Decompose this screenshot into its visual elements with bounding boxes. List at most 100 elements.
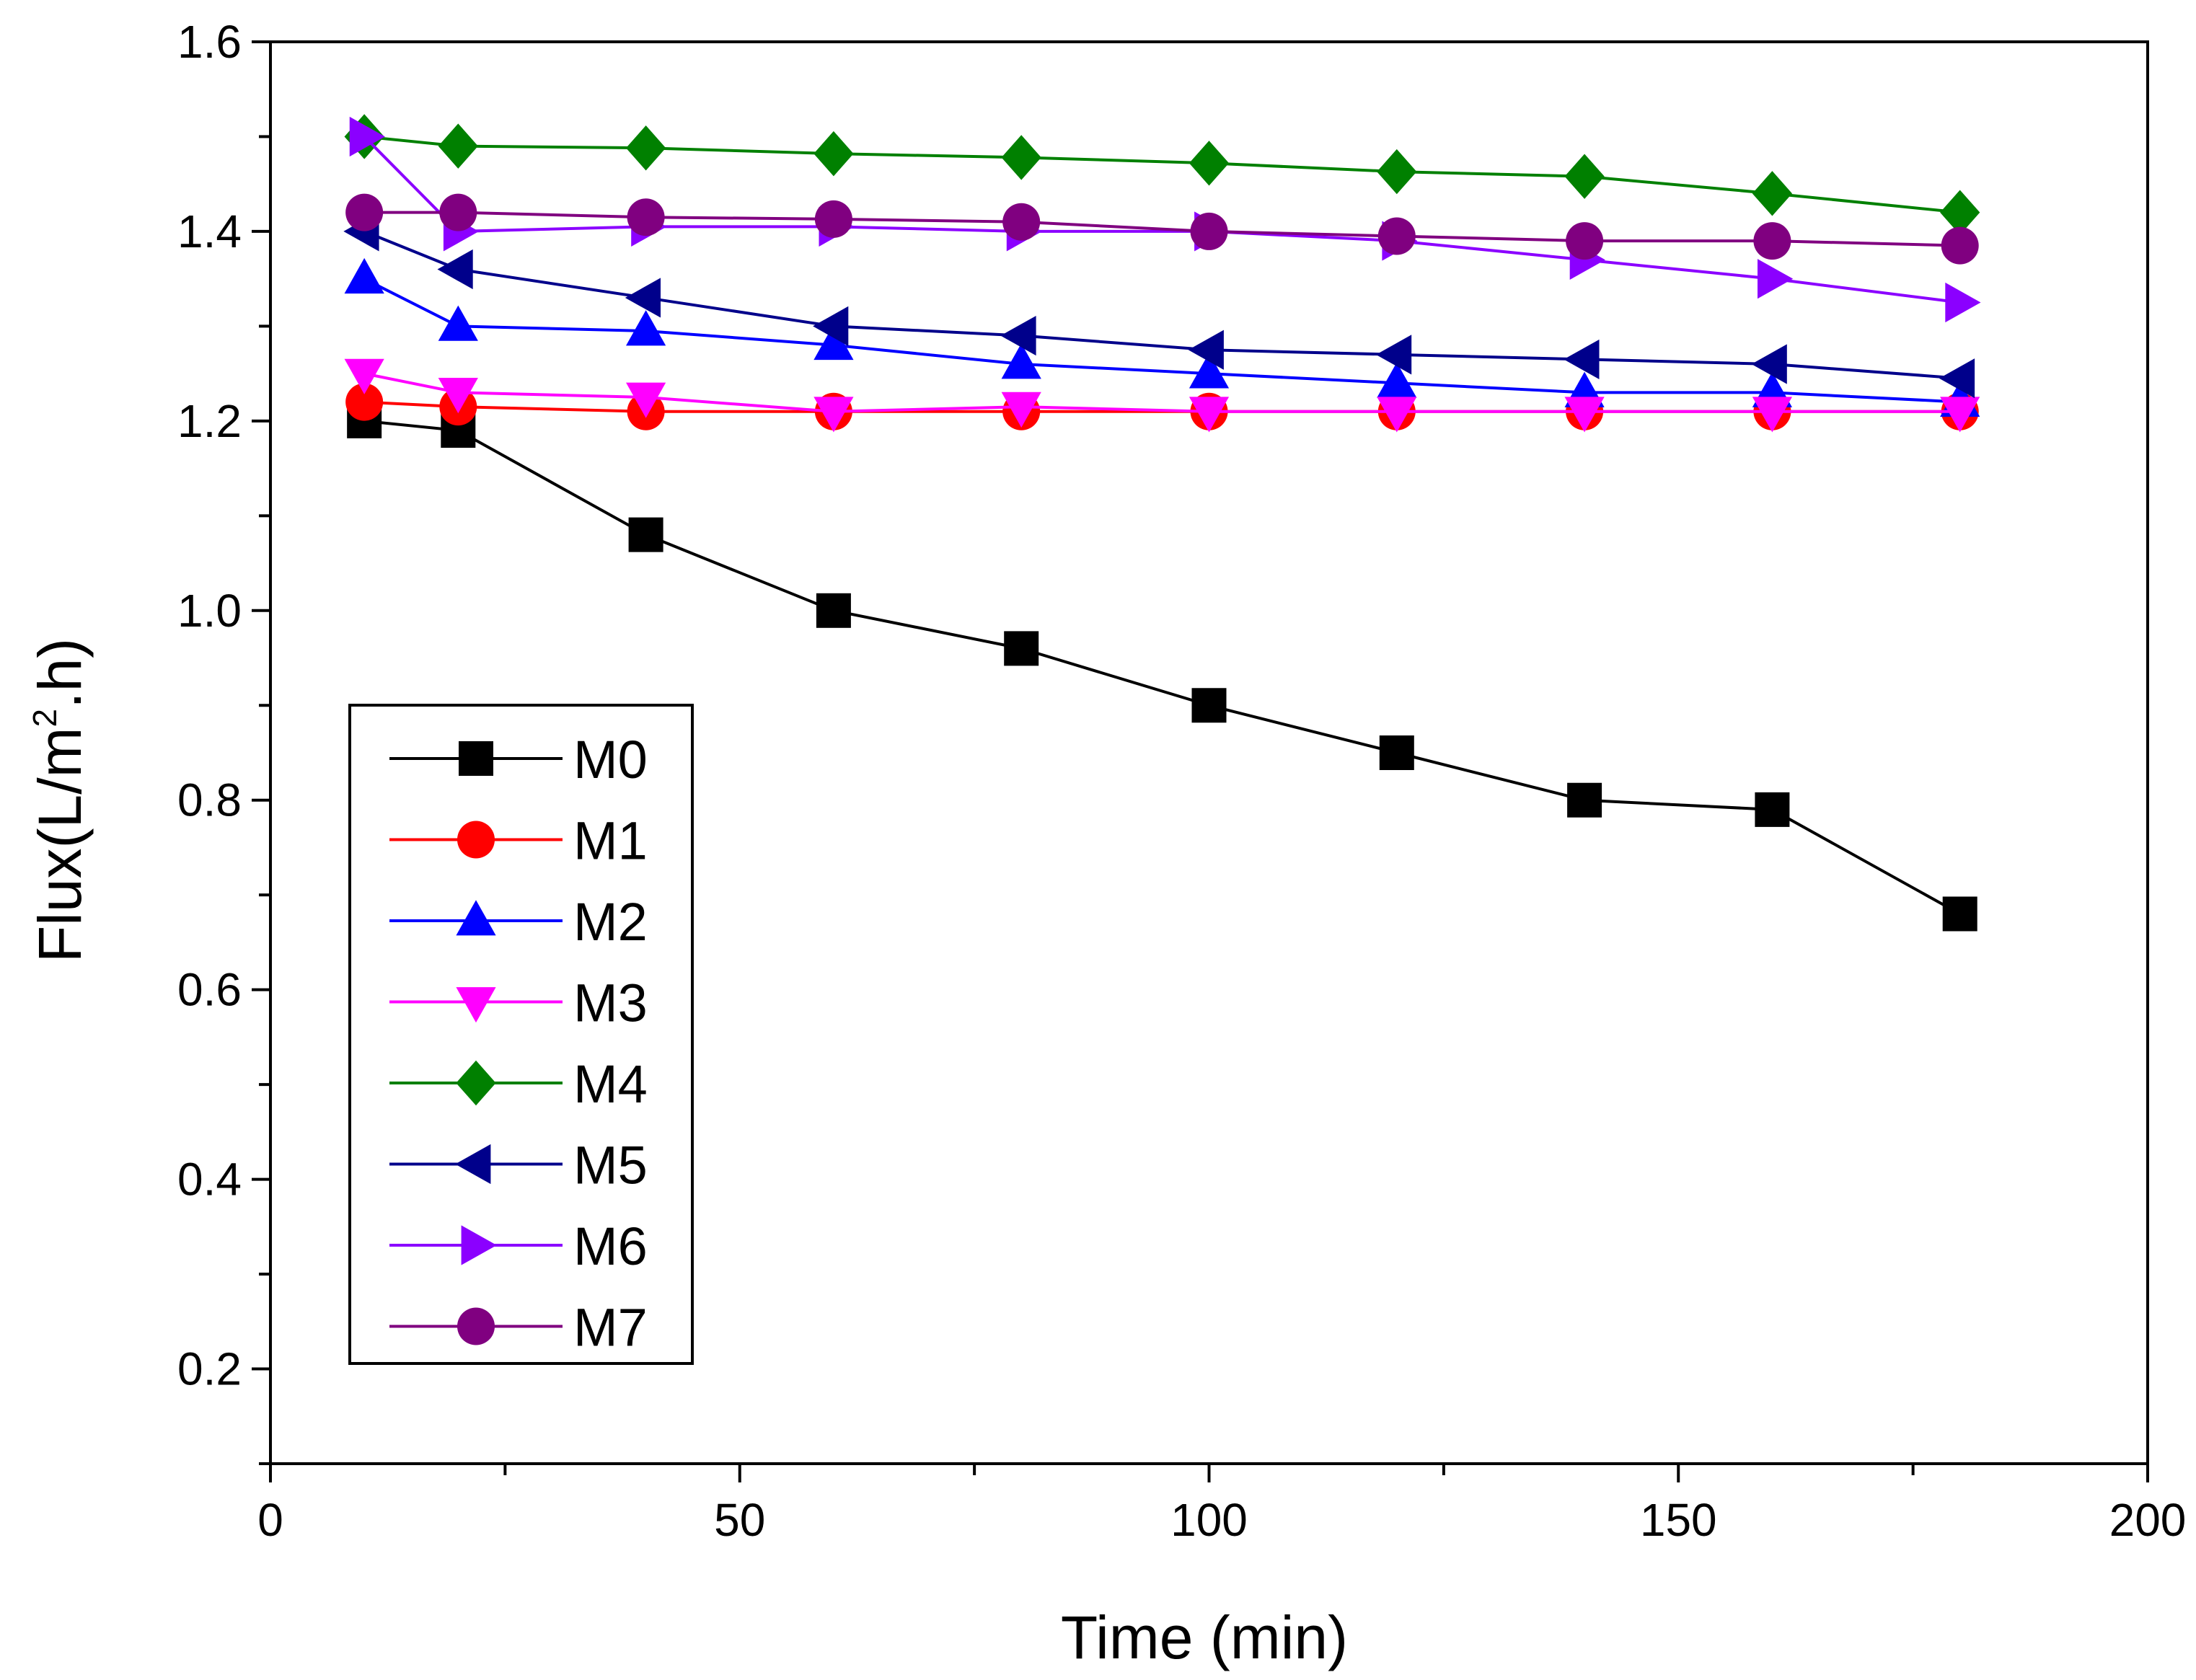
data-point-M3 bbox=[1377, 397, 1417, 433]
legend-item-M3: M3 bbox=[389, 973, 648, 1033]
series-M0 bbox=[347, 403, 1977, 932]
data-point-M3 bbox=[813, 397, 854, 433]
legend-marker-M4 bbox=[456, 1060, 496, 1106]
data-point-M4 bbox=[1940, 190, 1980, 235]
data-point-M3 bbox=[1001, 392, 1041, 428]
data-point-M5 bbox=[1939, 358, 1975, 399]
data-point-M0 bbox=[1567, 782, 1602, 818]
x-tick-label: 0 bbox=[257, 1494, 283, 1546]
data-point-M3 bbox=[1752, 397, 1792, 433]
data-point-M3 bbox=[1189, 397, 1230, 433]
data-point-M7 bbox=[1566, 222, 1604, 260]
data-point-M7 bbox=[814, 200, 852, 238]
legend-marker-M1 bbox=[457, 821, 495, 859]
data-point-M7 bbox=[345, 193, 384, 231]
y-tick-label: 1.0 bbox=[177, 585, 242, 637]
x-tick-label: 150 bbox=[1640, 1494, 1717, 1546]
y-axis-title-superscript: 2 bbox=[26, 709, 63, 728]
data-point-M0 bbox=[1942, 896, 1977, 932]
data-point-M4 bbox=[813, 131, 854, 177]
legend-marker-M5 bbox=[455, 1144, 491, 1185]
data-point-M3 bbox=[1940, 397, 1980, 433]
data-point-M2 bbox=[1377, 362, 1417, 398]
series-M3 bbox=[344, 358, 1980, 433]
legend-item-M5: M5 bbox=[389, 1136, 648, 1195]
x-tick-label: 200 bbox=[2109, 1494, 2187, 1546]
data-point-M7 bbox=[1941, 226, 1979, 265]
data-point-M6 bbox=[1758, 259, 1794, 299]
data-point-M7 bbox=[627, 198, 665, 236]
legend-label-M7: M7 bbox=[573, 1298, 648, 1358]
legend-label-M0: M0 bbox=[573, 730, 648, 790]
legend-item-M6: M6 bbox=[389, 1216, 648, 1276]
series-line-M5 bbox=[363, 230, 1960, 380]
legend-label-M3: M3 bbox=[573, 973, 648, 1033]
legend-label-M2: M2 bbox=[573, 892, 648, 952]
legend-item-M2: M2 bbox=[389, 892, 648, 952]
data-point-M5 bbox=[437, 249, 473, 290]
y-tick-label: 1.2 bbox=[177, 395, 242, 447]
series-line-M4 bbox=[363, 135, 1960, 214]
y-tick-label: 0.4 bbox=[177, 1154, 242, 1206]
legend-label-M4: M4 bbox=[573, 1054, 648, 1114]
data-point-M3 bbox=[438, 378, 478, 414]
x-axis-title: Time (min) bbox=[1061, 1604, 1348, 1671]
data-point-M0 bbox=[1004, 631, 1039, 666]
series-line-M6 bbox=[363, 136, 1960, 304]
legend-item-M1: M1 bbox=[389, 811, 648, 871]
series-line-M0 bbox=[363, 419, 1961, 916]
y-axis-title-suffix: .h) bbox=[26, 638, 94, 709]
data-point-M7 bbox=[1753, 222, 1791, 260]
data-point-M7 bbox=[1002, 203, 1041, 241]
data-point-M5 bbox=[813, 306, 849, 346]
data-point-M0 bbox=[1191, 688, 1227, 723]
series-M5 bbox=[343, 211, 1975, 399]
series-M7 bbox=[345, 193, 1979, 265]
data-point-M2 bbox=[1189, 353, 1230, 389]
data-point-M0 bbox=[816, 593, 851, 628]
data-point-M5 bbox=[1564, 339, 1600, 380]
y-tick-label: 1.4 bbox=[177, 205, 242, 257]
data-point-M5 bbox=[1188, 330, 1224, 370]
data-point-M0 bbox=[1379, 735, 1414, 770]
legend-item-M0: M0 bbox=[389, 730, 648, 790]
data-point-M5 bbox=[625, 278, 661, 318]
data-point-M2 bbox=[438, 305, 478, 341]
x-tick-label: 100 bbox=[1170, 1494, 1248, 1546]
data-point-M3 bbox=[344, 358, 384, 394]
data-point-M6 bbox=[349, 116, 385, 157]
x-tick-label: 50 bbox=[714, 1494, 765, 1546]
data-point-M3 bbox=[626, 382, 666, 418]
legend-box bbox=[348, 704, 694, 1365]
legend-marker-M6 bbox=[461, 1225, 497, 1265]
legend-marker-M3 bbox=[456, 987, 496, 1023]
legend-marker-M2 bbox=[456, 900, 496, 936]
legend-item-M4: M4 bbox=[389, 1054, 648, 1114]
legend-label-M6: M6 bbox=[573, 1216, 648, 1276]
y-tick-label: 0.6 bbox=[177, 964, 242, 1016]
data-point-M7 bbox=[1190, 212, 1228, 250]
data-point-M5 bbox=[1376, 335, 1412, 375]
data-point-M4 bbox=[1564, 154, 1605, 199]
y-tick-label: 1.6 bbox=[177, 16, 242, 68]
data-point-M2 bbox=[1001, 343, 1041, 379]
data-point-M7 bbox=[1377, 217, 1416, 255]
legend-marker-M0 bbox=[459, 741, 493, 776]
data-point-M2 bbox=[813, 324, 854, 361]
series-line-M7 bbox=[364, 211, 1960, 247]
data-point-M5 bbox=[1000, 315, 1036, 356]
legend-item-M7: M7 bbox=[389, 1298, 648, 1358]
legend-label-M5: M5 bbox=[573, 1136, 648, 1195]
data-point-M3 bbox=[1564, 397, 1605, 433]
series-M4 bbox=[344, 114, 1980, 235]
data-point-M1 bbox=[345, 383, 384, 421]
y-axis-title-prefix: Flux(L/m bbox=[26, 727, 94, 963]
data-point-M4 bbox=[1189, 141, 1230, 186]
data-point-M0 bbox=[1755, 792, 1790, 827]
legend-label-M1: M1 bbox=[573, 811, 648, 871]
data-point-M4 bbox=[1377, 149, 1417, 195]
data-point-M4 bbox=[438, 123, 478, 169]
data-series bbox=[343, 114, 1981, 932]
data-point-M4 bbox=[1001, 135, 1041, 180]
